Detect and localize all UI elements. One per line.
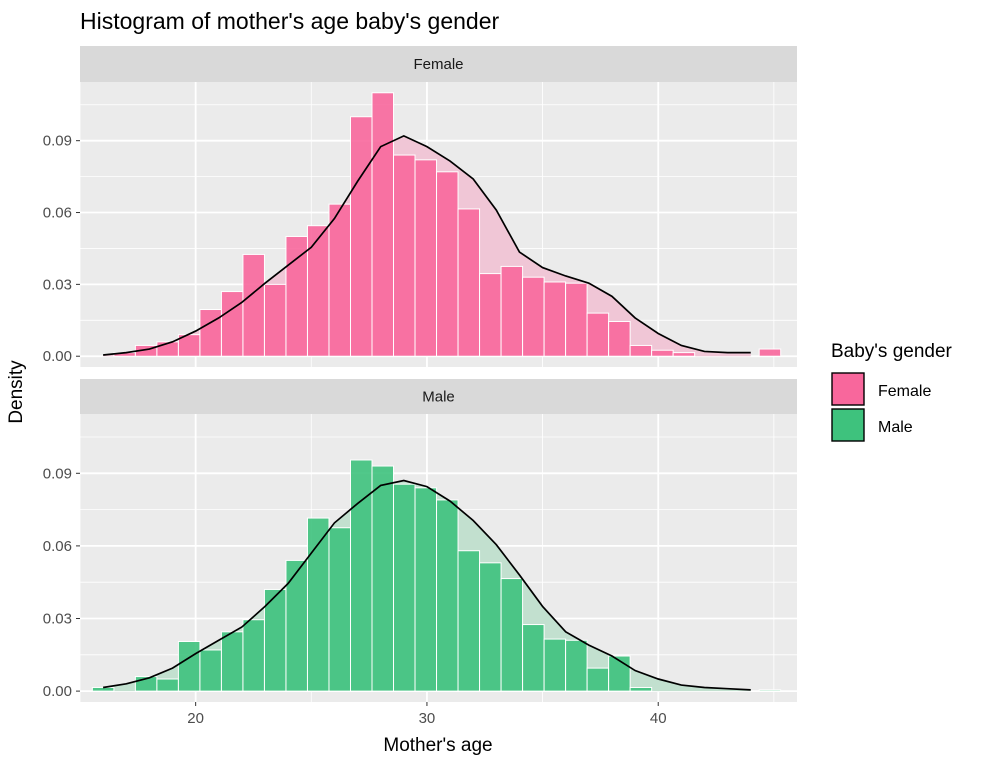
y-tick-label: 0.00 xyxy=(43,683,72,700)
facet-strip xyxy=(80,379,797,414)
density-curve xyxy=(103,134,751,356)
histogram-bar xyxy=(565,639,588,692)
histogram-bar xyxy=(479,562,502,692)
histogram-bar xyxy=(608,320,631,357)
histogram-bar xyxy=(220,291,244,357)
y-tick-label: 0.06 xyxy=(43,205,72,222)
histogram-bar xyxy=(629,686,653,692)
legend-key-male xyxy=(831,408,865,442)
panel-female: Female 0.00 0.03 0.06 0.09 xyxy=(43,46,797,367)
legend-title: Baby's gender xyxy=(831,341,953,362)
histogram-bar xyxy=(414,487,438,692)
histogram-bar xyxy=(672,352,696,357)
histogram-bar xyxy=(500,578,524,692)
histogram-bar xyxy=(393,154,416,357)
panel-male: Male 0.00 0.03 0.06 0.09 xyxy=(43,379,797,702)
facet-strip-label: Female xyxy=(413,56,463,73)
histogram-bar xyxy=(414,159,438,357)
histogram-bar xyxy=(371,465,395,692)
histogram-bar xyxy=(349,116,373,357)
histogram-bar xyxy=(500,265,524,357)
histogram-bar xyxy=(328,527,351,692)
histogram-bar xyxy=(285,559,308,692)
histogram-bar xyxy=(177,640,201,692)
histogram-bar xyxy=(543,281,567,357)
histogram-bar xyxy=(457,208,481,357)
histogram-bar xyxy=(758,348,782,357)
y-tick-label: 0.03 xyxy=(43,276,72,293)
histogram-bar xyxy=(522,624,545,692)
histogram-bar xyxy=(543,638,567,692)
histogram-bar xyxy=(328,203,351,357)
histogram-bar xyxy=(586,312,610,357)
x-tick-label: 20 xyxy=(187,710,204,727)
histogram-bar xyxy=(586,667,610,692)
histogram-bar xyxy=(91,686,115,692)
panels: Female 0.00 0.03 0.06 0.09 Male 0.00 0.03 0.06 0.… xyxy=(43,46,797,702)
histogram-bar xyxy=(436,499,459,692)
histogram-bar xyxy=(651,349,674,357)
histogram-bar xyxy=(479,273,502,357)
density-curve xyxy=(102,479,751,691)
histogram-bar xyxy=(371,92,395,357)
legend-label-female: Female xyxy=(878,383,931,400)
histogram-bar xyxy=(306,225,330,357)
histogram-bar xyxy=(565,282,588,357)
chart-title: Histogram of mother's age baby's gender xyxy=(80,8,500,34)
y-tick-label: 0.06 xyxy=(43,538,72,555)
histogram-bar xyxy=(156,678,179,692)
y-tick-label: 0.00 xyxy=(43,348,72,365)
histogram-bar xyxy=(263,283,287,357)
histogram-bar xyxy=(242,253,265,357)
y-tick-label: 0.09 xyxy=(43,133,72,150)
histogram-bar xyxy=(242,619,265,692)
x-tick-label: 40 xyxy=(650,710,667,727)
histogram-bar xyxy=(220,631,244,692)
y-axis-label: Density xyxy=(6,360,27,424)
legend-label-male: Male xyxy=(878,419,913,436)
facet-strip-label: Male xyxy=(422,389,455,406)
histogram-bar xyxy=(436,171,459,357)
x-axis: 20 30 40 xyxy=(187,702,667,727)
histogram-bar xyxy=(393,483,416,692)
histogram-bar xyxy=(522,276,545,357)
y-tick-label: 0.03 xyxy=(43,611,72,628)
histogram-bar xyxy=(457,550,481,692)
x-axis-label: Mother's age xyxy=(383,735,492,756)
facet-strip xyxy=(80,46,797,82)
histogram-bar xyxy=(199,309,222,357)
histogram-bar xyxy=(758,689,782,692)
x-tick-label: 30 xyxy=(419,710,436,727)
histogram-bar xyxy=(285,235,308,357)
legend: Baby's gender Female Male xyxy=(831,341,953,442)
histogram-bar xyxy=(629,344,653,357)
y-tick-label: 0.09 xyxy=(43,465,72,482)
legend-key-female xyxy=(831,372,865,406)
histogram-bar xyxy=(199,649,222,692)
